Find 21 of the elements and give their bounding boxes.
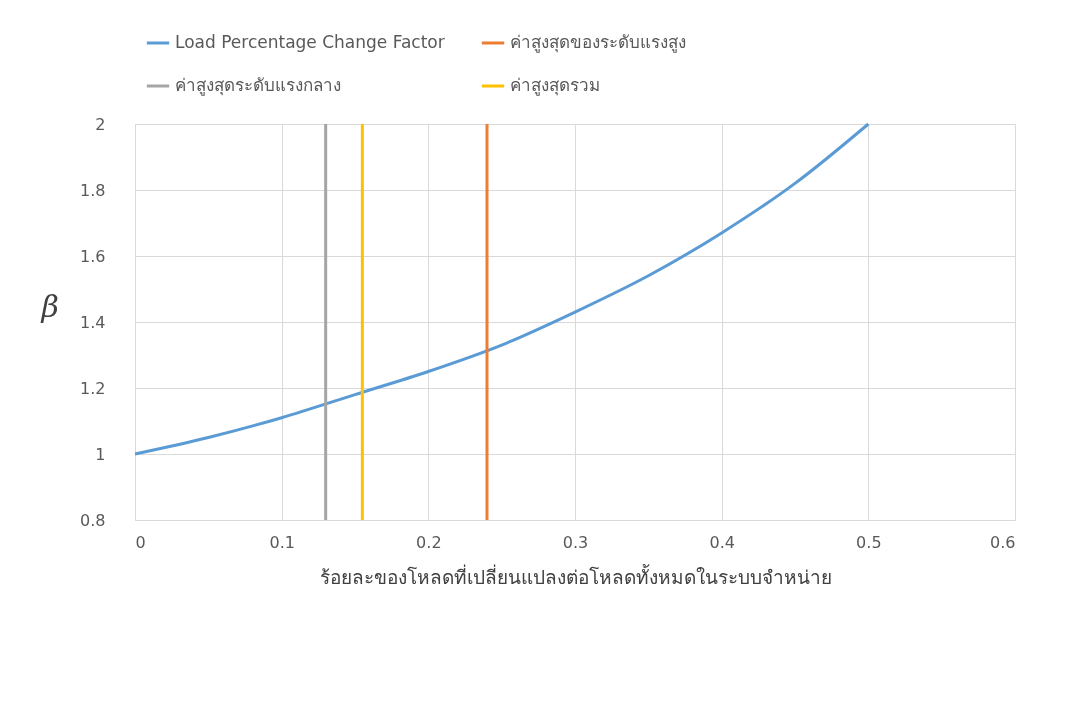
y-tick-label: 1 — [95, 444, 106, 464]
legend-label: ค่าสูงสุดรวม — [510, 75, 600, 96]
x-axis-title: ร้อยละของโหลดที่เปลี่ยนแปลงต่อโหลดทั้งหมดในระบบจำหน่าย — [319, 563, 832, 588]
y-tick-label: 1.6 — [80, 246, 106, 266]
x-tick-label: 0.4 — [709, 532, 735, 552]
line-series — [133, 122, 870, 456]
legend-label: ค่าสูงสุดของระดับแรงสูง — [510, 32, 686, 53]
y-tick-label: 1.8 — [80, 180, 106, 200]
y-tick-label: 2 — [95, 114, 106, 134]
y-tick-label: 0.8 — [80, 510, 106, 530]
x-tick-label: 0.2 — [416, 532, 442, 552]
x-tick-label: 0.1 — [269, 532, 295, 552]
legend-label: Load Percentage Change Factor — [175, 32, 445, 52]
x-tick-label: 0.3 — [562, 532, 589, 552]
x-tick-label: 0 — [135, 532, 146, 552]
legend-label: ค่าสูงสุดระดับแรงกลาง — [175, 75, 341, 96]
x-tick-label: 0.6 — [990, 532, 1016, 552]
y-tick-label: 1.4 — [80, 312, 106, 332]
x-tick-label: 0.5 — [856, 532, 882, 552]
y-tick-label: 1.2 — [80, 378, 106, 398]
y-axis-title: β — [40, 288, 59, 324]
